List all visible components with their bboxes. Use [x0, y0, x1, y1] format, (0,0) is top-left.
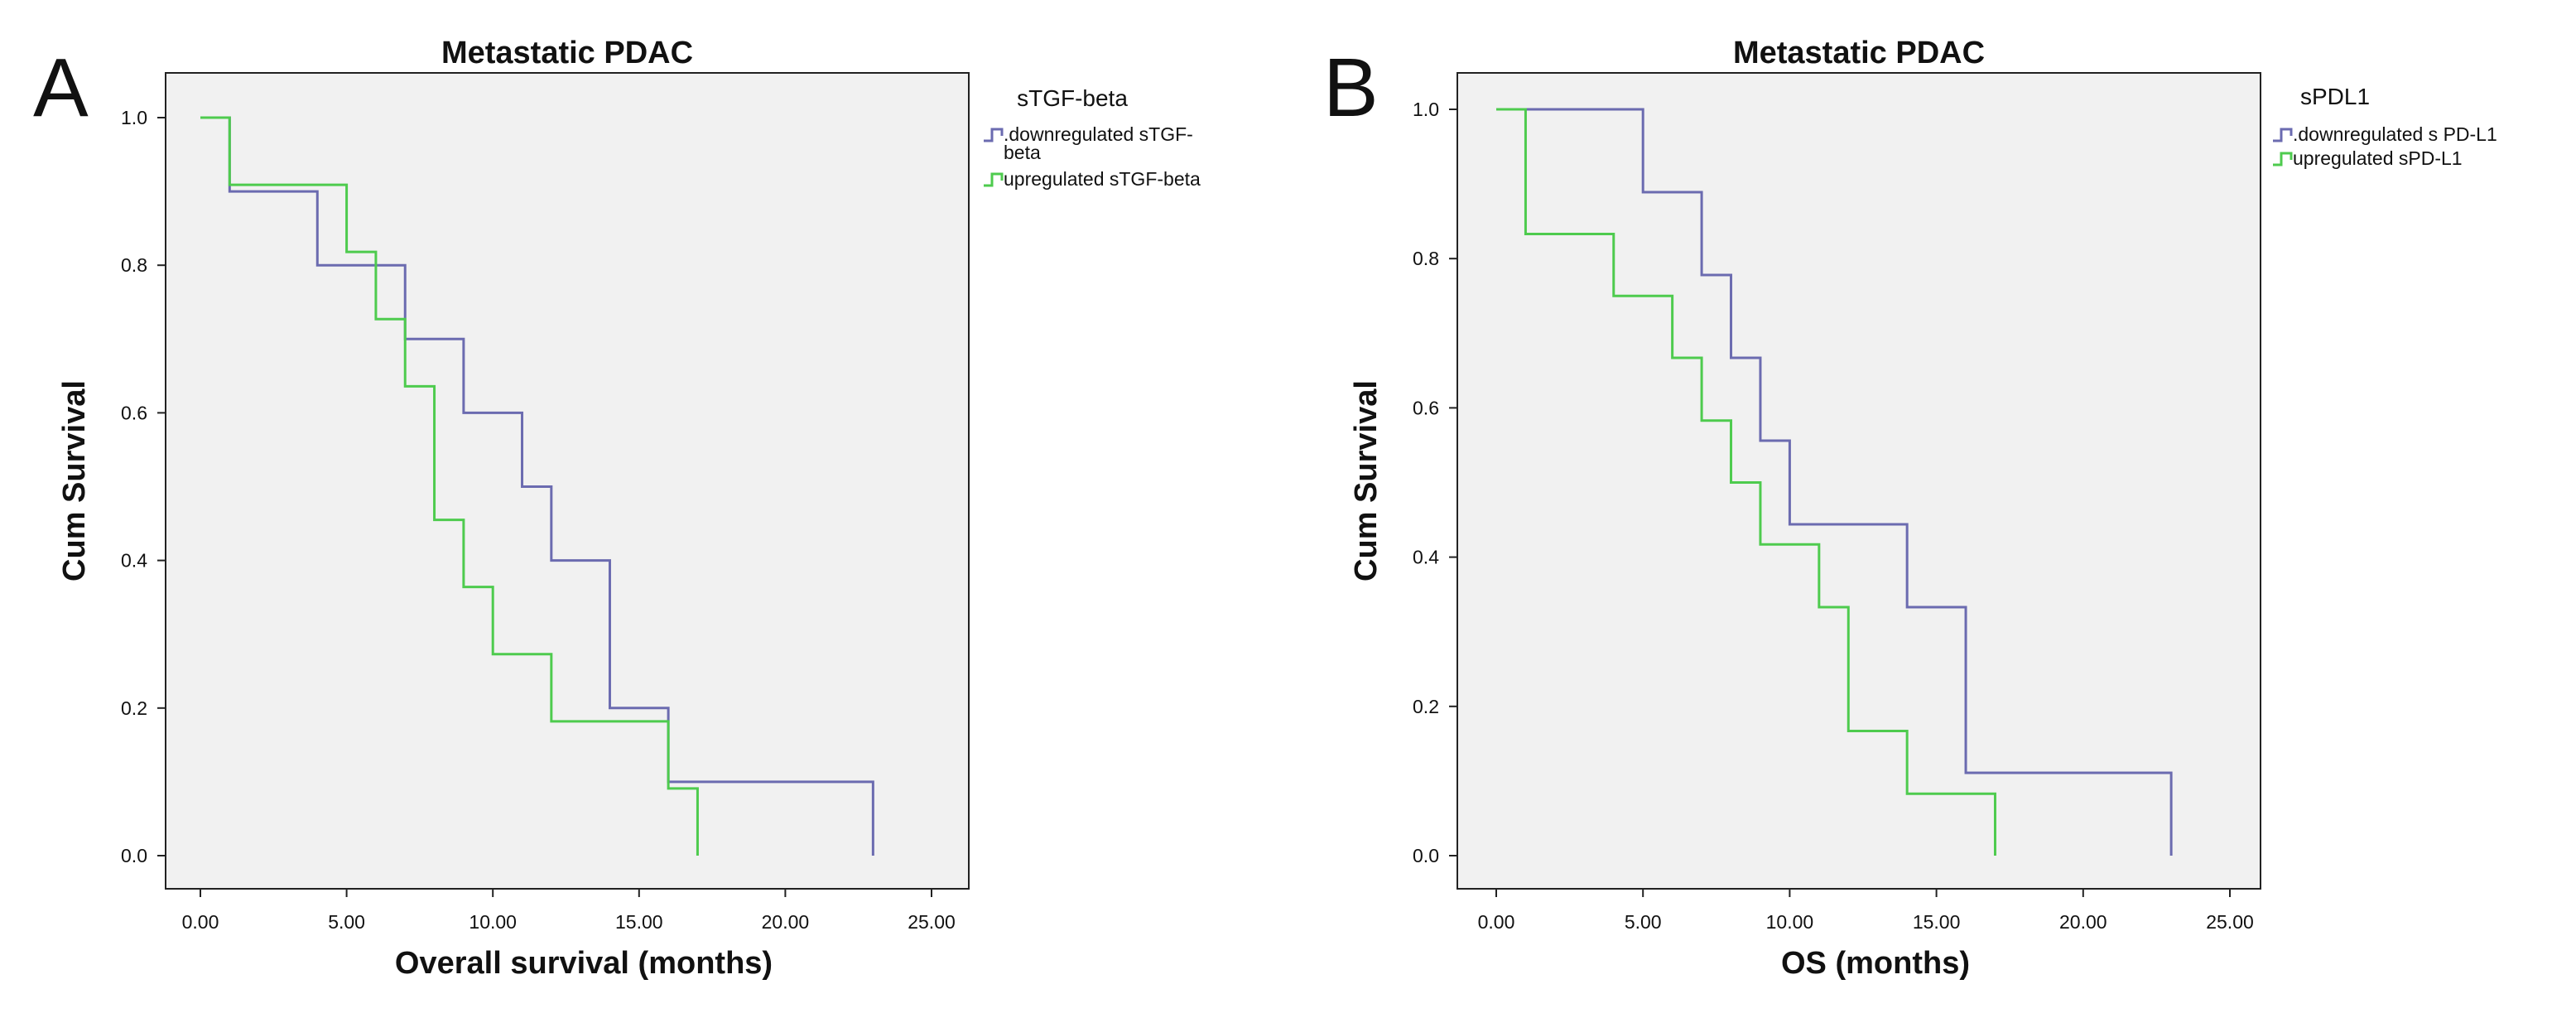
- panel-b-x-tick-label: 0.00: [1478, 911, 1515, 933]
- panel-b-x-tick-label: 20.00: [2059, 911, 2107, 933]
- panel-a-x-tick-label: 15.00: [615, 911, 663, 933]
- panel-b-x-tick-label: 15.00: [1913, 911, 1961, 933]
- panel-b-series-1-line: [1496, 108, 1996, 856]
- panel-b-x-axis-label: OS (months): [1781, 946, 1970, 981]
- panel-a-legend-symbol-1: [984, 172, 1004, 187]
- panel-a-x-axis-label: Overall survival (months): [395, 946, 773, 981]
- panel-a-y-tick-label: 1.0: [121, 107, 147, 128]
- panel-a-x-tick-label: 25.00: [908, 911, 956, 933]
- panel-a-y-tick-label: 0.2: [121, 697, 147, 719]
- panel-b-y-axis-label: Cum Survival: [1349, 380, 1384, 581]
- panel-a-y-tick-label: 0.6: [121, 402, 147, 423]
- panel-a-legend-label-0: beta: [1004, 142, 1041, 163]
- panel-b-y-tick-label: 0.4: [1413, 547, 1439, 568]
- panel-a-legend-title: sTGF-beta: [1017, 85, 1128, 111]
- panel-a-y-tick-label: 0.0: [121, 845, 147, 866]
- panel-a: A Metastatic PDAC 0.00 5.00 10.00 15.00 20.00…: [33, 36, 1201, 981]
- panel-b-legend-label-1: upregulated sPD-L1: [2293, 147, 2463, 169]
- panel-b-legend-symbol-0: [2273, 128, 2293, 142]
- panel-b-y-tick-label: 0.2: [1413, 696, 1439, 717]
- panel-b-title: Metastatic PDAC: [1733, 36, 1985, 70]
- panel-a-plot-area: [165, 72, 970, 890]
- panel-b-series-0-line: [1496, 108, 2173, 856]
- panel-a-legend-label-0: .downregulated sTGF-: [1004, 123, 1193, 145]
- panel-a-x-tick-label: 0.00: [182, 911, 219, 933]
- panel-a-legend-label-1: upregulated sTGF-beta: [1004, 168, 1201, 190]
- panel-b-y-tick-label: 0.0: [1413, 845, 1439, 866]
- panel-b: B Metastatic PDAC 0.00 5.00 10.00 15.00 20.00…: [1323, 36, 2497, 981]
- panel-b-legend-title: sPDL1: [2300, 84, 2370, 109]
- panel-a-series-1-line: [200, 116, 699, 856]
- panel-a-title: Metastatic PDAC: [441, 36, 693, 70]
- panel-a-series-0-line: [200, 116, 874, 856]
- panel-b-letter: B: [1323, 41, 1379, 134]
- panel-b-x-tick-label: 25.00: [2206, 911, 2254, 933]
- panel-a-y-tick-label: 0.8: [121, 254, 147, 276]
- panel-b-x-tick-label: 10.00: [1766, 911, 1814, 933]
- panel-b-y-tick-label: 0.6: [1413, 397, 1439, 418]
- panel-a-x-tick-label: 10.00: [469, 911, 517, 933]
- panel-b-y-tick-label: 0.8: [1413, 248, 1439, 269]
- panel-a-legend-symbol-0: [984, 128, 1004, 142]
- panel-a-y-axis-label: Cum Survival: [57, 380, 92, 581]
- panel-b-legend-symbol-1: [2273, 152, 2293, 166]
- panel-a-y-tick-label: 0.4: [121, 550, 147, 572]
- panel-b-y-tick-label: 1.0: [1413, 99, 1439, 120]
- panel-b-plot-area: [1457, 72, 2261, 890]
- panel-a-x-tick-label: 20.00: [762, 911, 810, 933]
- panel-a-letter: A: [33, 41, 89, 134]
- panel-a-x-tick-label: 5.00: [328, 911, 365, 933]
- panel-b-x-tick-label: 5.00: [1625, 911, 1662, 933]
- panel-b-legend-label-0: .downregulated s PD-L1: [2293, 123, 2497, 145]
